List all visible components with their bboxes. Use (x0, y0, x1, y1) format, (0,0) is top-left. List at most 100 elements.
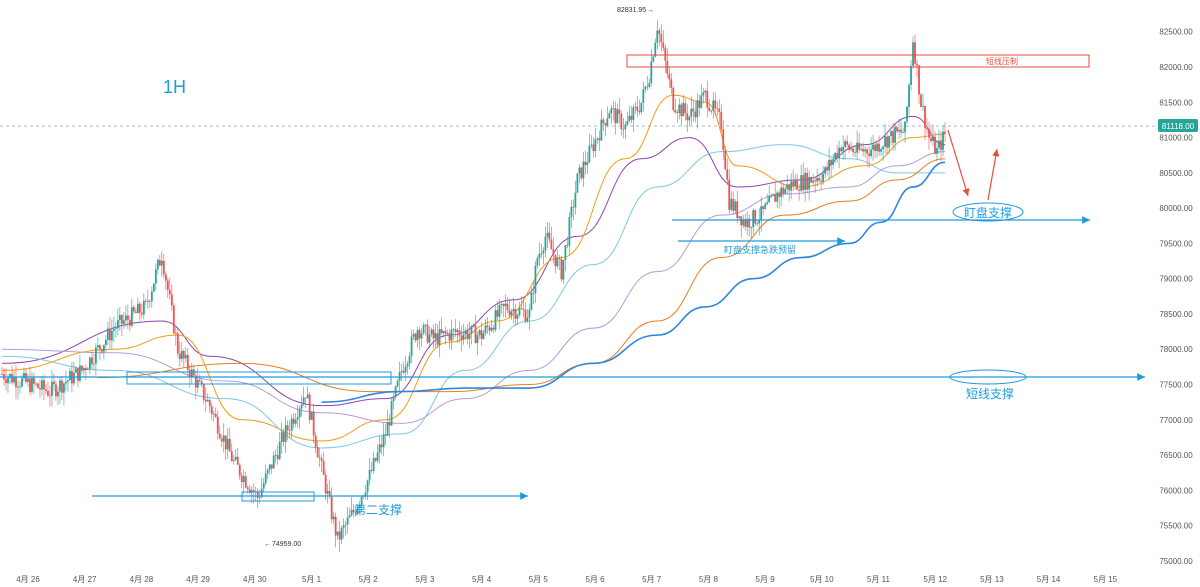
candlestick-series (1, 19, 946, 553)
moving-average-lines (1, 94, 946, 449)
candle-body (826, 167, 829, 171)
candle-body (528, 309, 531, 318)
candle-body (91, 357, 93, 365)
candle-body (5, 379, 7, 384)
candle-body (168, 289, 171, 295)
candle-body (654, 42, 657, 57)
candle-body (874, 144, 876, 151)
candle-body (512, 309, 515, 312)
candle-body (150, 291, 153, 302)
candle-body (860, 148, 862, 150)
candle-body (526, 317, 529, 322)
x-tick-label: 4月 26 (16, 575, 40, 584)
candle-body (298, 408, 301, 418)
candle-body (564, 245, 567, 260)
candle-body (286, 425, 289, 431)
support-ellipse-3 (949, 369, 1027, 385)
candle-body (29, 378, 31, 392)
candle-body (260, 488, 263, 498)
candle-body (510, 311, 513, 316)
candle-body (140, 312, 143, 315)
candle-body (578, 167, 581, 174)
candle-body (534, 265, 537, 294)
candle-body (432, 329, 435, 339)
candle-body (814, 180, 817, 182)
x-tick-label: 5月 5 (529, 575, 549, 584)
candle-body (724, 150, 727, 170)
candle-body (69, 371, 71, 381)
candle-body (57, 391, 59, 397)
candle-body (244, 476, 247, 488)
candle-body (854, 152, 856, 153)
candle-body (472, 325, 475, 327)
candle-body (540, 253, 543, 255)
candle-body (184, 354, 187, 359)
candle-body (300, 404, 303, 409)
candle-body (242, 476, 245, 483)
y-tick-label: 80000.00 (1159, 204, 1193, 213)
candle-body (21, 378, 23, 387)
second-support-box[interactable] (241, 491, 315, 502)
candle-body (940, 140, 942, 150)
candle-body (650, 61, 653, 83)
candle-body (308, 394, 311, 420)
x-tick-label: 5月 2 (359, 575, 379, 584)
candle-body (248, 489, 251, 493)
candle-body (118, 315, 121, 321)
candle-body (744, 219, 747, 227)
candle-body (340, 527, 343, 540)
candle-body (1, 373, 3, 375)
candle-body (904, 121, 906, 133)
candle-body (11, 373, 13, 383)
candle-body (426, 324, 429, 343)
candle-body (170, 294, 173, 306)
y-tick-label: 77000.00 (1159, 416, 1193, 425)
candle-body (61, 380, 63, 393)
candle-body (766, 202, 769, 205)
candle-body (886, 136, 888, 148)
candle-body (590, 144, 593, 146)
candle-body (180, 350, 183, 360)
candle-body (888, 136, 890, 148)
candle-body (898, 129, 900, 132)
candle-body (582, 161, 585, 179)
moving-average-line (1, 151, 946, 424)
candle-body (266, 469, 269, 474)
candle-body (838, 147, 841, 159)
support-zone-box[interactable] (126, 371, 392, 385)
candle-body (506, 303, 509, 311)
candle-body (712, 100, 715, 111)
candle-body (282, 432, 285, 442)
x-tick-label: 5月 8 (699, 575, 719, 584)
candle-body (640, 102, 643, 113)
candle-body (796, 179, 799, 190)
candle-body (684, 103, 687, 114)
candle-body (882, 146, 884, 150)
candle-body (250, 490, 253, 493)
resistance-box[interactable] (626, 54, 1090, 68)
candle-body (67, 380, 69, 382)
candle-body (828, 159, 831, 171)
candle-body (842, 146, 845, 152)
candle-body (136, 303, 139, 314)
candle-body (788, 184, 791, 191)
candle-body (664, 47, 667, 61)
candle-body (938, 140, 940, 149)
candle-body (624, 124, 627, 130)
candle-body (342, 525, 345, 528)
y-tick-label: 76500.00 (1159, 451, 1193, 460)
candle-body (738, 216, 741, 219)
candle-body (584, 161, 587, 166)
candle-body (546, 232, 549, 237)
candle-body (522, 308, 525, 310)
candle-body (81, 365, 83, 371)
candle-body (498, 304, 501, 317)
candle-body (906, 106, 908, 122)
candle-body (918, 65, 920, 95)
x-tick-label: 5月 15 (1094, 575, 1118, 584)
candle-body (198, 379, 201, 382)
candle-body (224, 435, 227, 450)
candle-body (384, 434, 387, 436)
candle-body (276, 455, 279, 460)
